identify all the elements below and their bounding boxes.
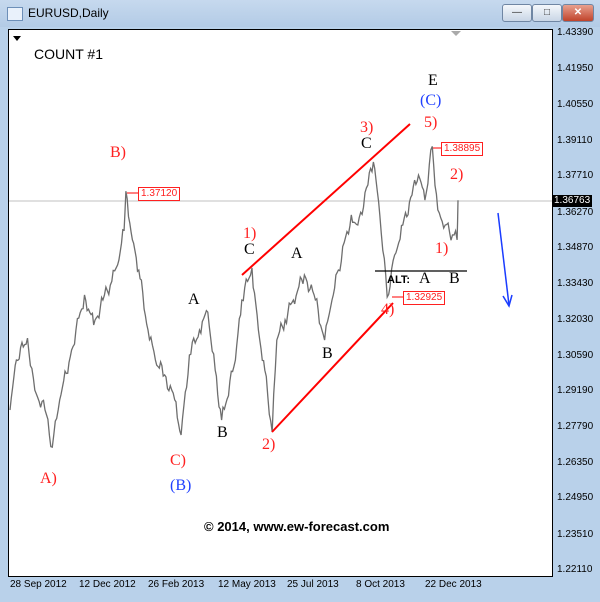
menu-arrow-icon [13, 36, 21, 41]
current-price-badge: 1.36763 [552, 195, 593, 207]
close-button[interactable]: ✕ [562, 4, 594, 22]
title-bar: EURUSD,Daily — □ ✕ [0, 0, 600, 27]
wave-label-A-paren: A) [40, 470, 57, 487]
x-tick-label: 8 Oct 2013 [356, 579, 405, 590]
alt-label: ALT: [387, 274, 411, 286]
price-series-line [9, 146, 459, 448]
chart-plot-area[interactable] [8, 29, 553, 577]
y-tick-label: 1.43390 [557, 27, 594, 38]
alt-wave-label-b: B [449, 270, 460, 287]
y-tick-label: 1.22110 [557, 564, 593, 575]
wave-label-1b: 1) [435, 240, 449, 257]
restore-button[interactable]: □ [532, 4, 562, 22]
x-tick-label: 25 Jul 2013 [287, 579, 339, 590]
y-tick-label: 1.39110 [557, 135, 593, 146]
price-label-low: 1.32925 [403, 291, 446, 305]
x-tick-label: 22 Dec 2013 [425, 579, 482, 590]
y-tick-label: 1.30590 [557, 350, 594, 361]
wave-label-a2: A [291, 245, 303, 262]
y-tick-label: 1.41950 [557, 63, 594, 75]
x-tick-label: 26 Feb 2013 [148, 579, 205, 590]
wave-label-4: 4) [381, 301, 395, 318]
wave-label-a1: A [188, 291, 200, 308]
wave-label-b1: B [217, 424, 228, 441]
wave-label-C-blue: (C) [420, 92, 442, 109]
price-label-high2: 1.38895 [441, 142, 484, 156]
y-tick-label: 1.29190 [557, 385, 594, 397]
chart-window-icon [7, 7, 23, 21]
y-tick-label: 1.36270 [557, 206, 594, 218]
window-title: EURUSD,Daily [28, 6, 109, 20]
wave-label-5: 5) [424, 114, 438, 131]
wave-label-b2: B [322, 345, 333, 362]
y-tick-label: 1.40550 [557, 98, 594, 110]
price-label-high1: 1.37120 [138, 187, 181, 201]
y-tick-label: 1.23510 [557, 528, 594, 540]
wave-label-E: E [428, 72, 438, 89]
y-tick-label: 1.33430 [557, 278, 594, 290]
y-tick-label: 1.27790 [557, 420, 594, 432]
alt-wave-label-a: A [419, 270, 431, 287]
y-tick-label: 1.32030 [557, 313, 594, 325]
upper-trendline [241, 123, 411, 276]
wave-label-B-paren: B) [110, 144, 126, 161]
copyright-text: © 2014, www.ew-forecast.com [204, 519, 390, 534]
y-tick-label: 1.24950 [557, 492, 594, 504]
forecast-arrow [497, 212, 510, 306]
wave-label-2: 2) [262, 436, 276, 453]
minimize-button[interactable]: — [502, 4, 532, 22]
wave-label-2b: 2) [450, 166, 464, 183]
y-tick-label: 1.34870 [557, 242, 594, 253]
lower-trendline [271, 302, 394, 433]
y-tick-label: 1.37710 [557, 170, 594, 182]
x-tick-label: 12 May 2013 [218, 579, 276, 590]
wave-label-C-paren: C) [170, 452, 186, 469]
y-tick-label: 1.26350 [557, 457, 594, 468]
wave-label-3: 3) [360, 119, 374, 136]
wave-label-1: 1) [243, 225, 257, 242]
wave-label-c1: C [244, 241, 255, 258]
wave-label-B-blue: (B) [170, 477, 192, 494]
count-label: COUNT #1 [34, 46, 103, 62]
shift-marker-icon [451, 31, 461, 36]
arrow-head-icon [502, 294, 513, 308]
wave-label-c2: C [361, 135, 372, 152]
x-tick-label: 28 Sep 2012 [10, 579, 67, 590]
x-tick-label: 12 Dec 2012 [79, 579, 136, 590]
